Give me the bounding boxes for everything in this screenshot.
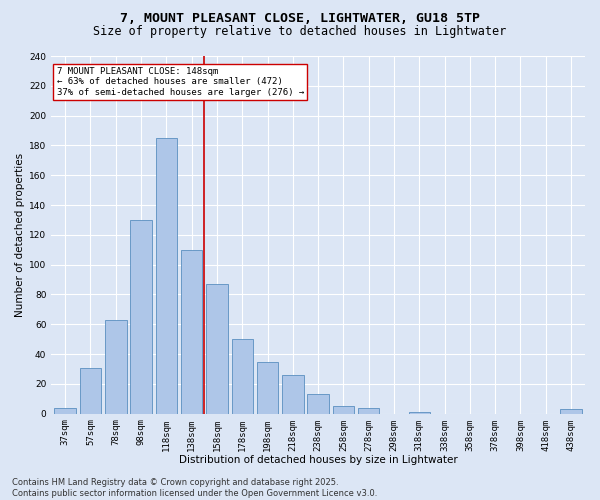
Bar	[55, 408, 76, 414]
Bar	[358, 408, 379, 414]
Bar	[409, 412, 430, 414]
Y-axis label: Number of detached properties: Number of detached properties	[15, 153, 25, 317]
Bar	[257, 362, 278, 414]
Bar	[181, 250, 202, 414]
Bar	[130, 220, 152, 414]
Bar	[282, 375, 304, 414]
Text: 7 MOUNT PLEASANT CLOSE: 148sqm
← 63% of detached houses are smaller (472)
37% of: 7 MOUNT PLEASANT CLOSE: 148sqm ← 63% of …	[56, 66, 304, 96]
Bar	[206, 284, 228, 414]
Bar	[307, 394, 329, 413]
Bar	[560, 410, 582, 414]
Bar	[155, 138, 177, 413]
Bar	[232, 339, 253, 413]
Bar	[105, 320, 127, 414]
Text: Contains HM Land Registry data © Crown copyright and database right 2025.
Contai: Contains HM Land Registry data © Crown c…	[12, 478, 377, 498]
X-axis label: Distribution of detached houses by size in Lightwater: Distribution of detached houses by size …	[179, 455, 458, 465]
Text: 7, MOUNT PLEASANT CLOSE, LIGHTWATER, GU18 5TP: 7, MOUNT PLEASANT CLOSE, LIGHTWATER, GU1…	[120, 12, 480, 26]
Text: Size of property relative to detached houses in Lightwater: Size of property relative to detached ho…	[94, 25, 506, 38]
Bar	[80, 368, 101, 414]
Bar	[332, 406, 354, 414]
